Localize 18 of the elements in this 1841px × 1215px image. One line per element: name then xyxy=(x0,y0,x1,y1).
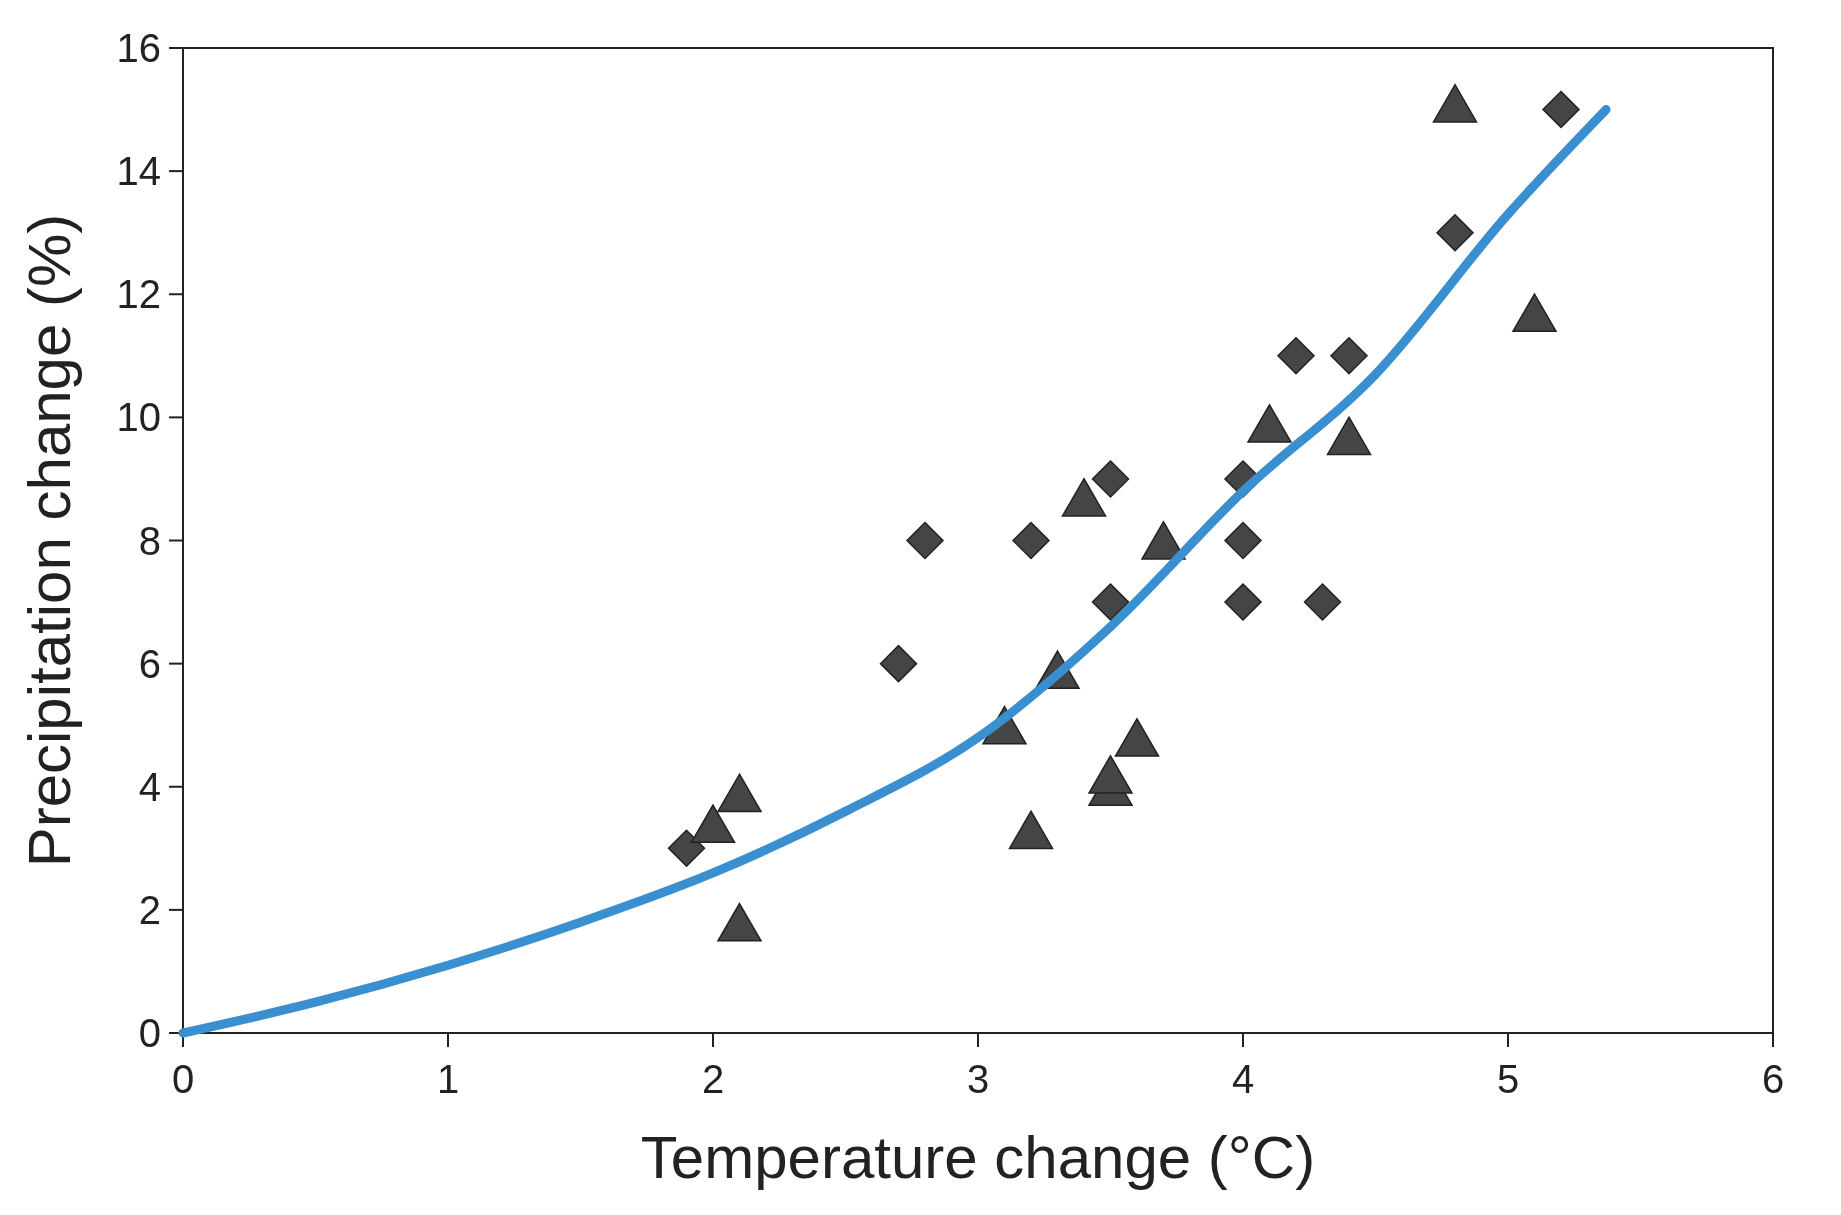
y-tick-label: 10 xyxy=(116,395,161,440)
x-tick-label: 4 xyxy=(1231,1057,1255,1101)
x-tick-label: 5 xyxy=(1496,1057,1520,1101)
y-tick-label: 0 xyxy=(138,1011,161,1055)
y-tick-label: 8 xyxy=(138,518,161,563)
y-tick-label: 16 xyxy=(116,26,161,70)
y-tick-label: 6 xyxy=(138,641,161,686)
y-tick-label: 2 xyxy=(138,887,161,932)
x-axis-title: Temperature change (°C) xyxy=(640,1124,1316,1191)
x-tick-label: 6 xyxy=(1761,1057,1785,1101)
x-tick-label: 2 xyxy=(701,1057,725,1101)
x-tick-label: 1 xyxy=(436,1057,460,1101)
y-axis-title: Precipitation change (%) xyxy=(16,213,83,868)
y-tick-label: 12 xyxy=(116,272,161,317)
y-tick-label: 4 xyxy=(138,764,161,809)
x-tick-label: 0 xyxy=(171,1057,195,1101)
y-tick-label: 14 xyxy=(116,149,161,194)
x-tick-label: 3 xyxy=(966,1057,990,1101)
